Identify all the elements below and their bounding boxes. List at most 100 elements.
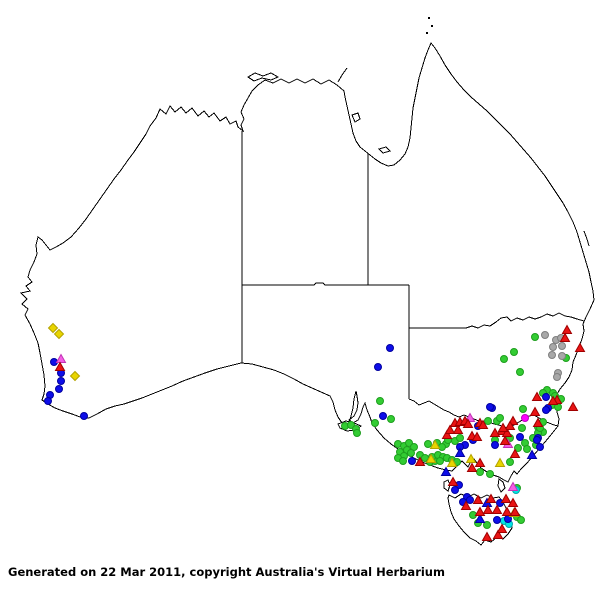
island-torres-strait-1 <box>426 32 428 34</box>
specimen-marker-blue-circle <box>80 412 88 420</box>
specimen-marker-green-circle <box>523 445 531 453</box>
specimen-marker-red-triangle <box>414 456 426 466</box>
specimen-marker-gray-circle <box>558 352 566 360</box>
specimen-marker-red-triangle <box>491 504 503 514</box>
specimen-marker-red-triangle <box>509 448 521 458</box>
specimen-marker-gray-circle <box>541 331 549 339</box>
specimen-marker-blue-circle <box>533 436 541 444</box>
specimen-marker-red-triangle <box>452 424 464 434</box>
specimen-marker-red-triangle <box>477 419 489 429</box>
specimen-marker-green-circle <box>399 457 407 465</box>
specimen-marker-blue-circle <box>408 457 416 465</box>
specimen-marker-blue-circle <box>486 403 494 411</box>
specimen-marker-pink-triangle <box>55 353 67 363</box>
specimen-marker-blue-circle <box>466 496 474 504</box>
island-flinders <box>497 478 506 493</box>
specimen-marker-yellow-triangle <box>494 457 506 467</box>
specimen-marker-red-triangle <box>54 361 66 371</box>
specimen-marker-red-triangle <box>462 418 474 428</box>
specimen-marker-green-circle <box>506 458 514 466</box>
specimen-marker-blue-circle <box>57 377 65 385</box>
specimen-marker-blue-circle <box>55 385 63 393</box>
specimen-marker-red-triangle <box>474 506 486 516</box>
specimen-marker-red-triangle <box>559 332 571 342</box>
specimen-marker-green-circle <box>376 397 384 405</box>
specimen-marker-pink-triangle <box>507 481 519 491</box>
specimen-marker-yellow-triangle <box>446 457 458 467</box>
specimen-marker-yellow-triangle <box>465 453 477 463</box>
specimen-marker-red-triangle <box>529 406 541 416</box>
specimen-marker-green-circle <box>424 440 432 448</box>
specimen-marker-blue-triangle <box>474 513 486 523</box>
specimen-marker-yellow-triangle <box>429 439 441 449</box>
specimen-marker-red-triangle <box>481 531 493 541</box>
specimen-marker-green-circle <box>407 449 415 457</box>
specimen-marker-blue-circle <box>542 393 550 401</box>
island-torres-strait-3 <box>428 17 430 19</box>
specimen-marker-green-circle <box>500 355 508 363</box>
specimen-marker-red-triangle <box>441 429 453 439</box>
specimen-marker-red-triangle <box>472 494 484 504</box>
specimen-marker-green-circle <box>518 424 526 432</box>
specimen-marker-red-triangle <box>531 391 543 401</box>
specimen-marker-red-triangle <box>501 427 513 437</box>
specimen-marker-red-triangle <box>501 506 513 516</box>
specimen-marker-red-triangle <box>485 493 497 503</box>
specimen-marker-green-circle <box>486 470 494 478</box>
border-qld-nsw <box>409 312 585 329</box>
island-fraser <box>583 230 590 247</box>
specimen-marker-blue-circle <box>516 433 524 441</box>
specimen-marker-red-triangle <box>500 493 512 503</box>
specimen-marker-yellow-diamond <box>69 370 81 382</box>
specimen-marker-gray-circle <box>558 342 566 350</box>
specimen-marker-red-triangle <box>574 342 586 352</box>
border-nt-sa <box>242 282 409 286</box>
specimen-marker-blue-triangle <box>454 447 466 457</box>
specimen-marker-red-triangle <box>509 506 521 516</box>
specimen-marker-red-triangle <box>471 431 483 441</box>
specimen-marker-blue-circle <box>386 344 394 352</box>
island-melville <box>247 72 280 82</box>
island-king <box>443 479 451 492</box>
specimen-marker-red-triangle <box>547 395 559 405</box>
specimen-marker-blue-circle <box>374 363 382 371</box>
specimen-marker-red-triangle <box>460 500 472 510</box>
specimen-marker-red-triangle <box>496 523 508 533</box>
specimen-marker-red-triangle <box>561 324 573 334</box>
island-groote <box>351 112 361 123</box>
specimen-marker-green-circle <box>496 414 504 422</box>
specimen-marker-yellow-diamond <box>47 322 59 334</box>
specimen-marker-blue-triangle <box>526 449 538 459</box>
specimen-marker-green-circle <box>519 405 527 413</box>
island-mornington <box>378 146 391 154</box>
specimen-marker-blue-circle <box>542 406 550 414</box>
specimen-marker-green-circle <box>476 468 484 476</box>
specimen-marker-green-circle <box>353 429 361 437</box>
specimen-marker-red-triangle <box>474 457 486 467</box>
specimen-marker-red-triangle <box>507 497 519 507</box>
specimen-marker-green-circle <box>436 457 444 465</box>
specimen-marker-gray-circle <box>548 351 556 359</box>
specimen-marker-blue-circle <box>536 443 544 451</box>
island-wessel <box>337 67 348 83</box>
specimen-marker-blue-circle <box>493 516 501 524</box>
island-torres-strait-2 <box>431 25 433 27</box>
specimen-marker-green-circle <box>531 333 539 341</box>
specimen-marker-gray-circle <box>553 373 561 381</box>
specimen-marker-red-triangle <box>466 462 478 472</box>
specimen-marker-red-triangle <box>482 504 494 514</box>
specimen-marker-blue-circle <box>379 412 387 420</box>
specimen-marker-red-triangle <box>499 435 511 445</box>
copyright-footer: Generated on 22 Mar 2011, copyright Aust… <box>8 565 445 579</box>
specimen-marker-yellow-diamond <box>53 328 65 340</box>
specimen-marker-magenta-circle <box>521 414 529 422</box>
specimen-marker-blue-triangle <box>440 466 452 476</box>
specimen-marker-yellow-triangle <box>425 453 437 463</box>
specimen-marker-green-circle <box>516 368 524 376</box>
specimen-marker-red-triangle <box>489 427 501 437</box>
specimen-marker-green-circle <box>387 415 395 423</box>
specimen-marker-red-triangle <box>567 401 579 411</box>
mainland-coastline <box>20 42 595 483</box>
specimen-marker-red-triangle <box>444 424 456 434</box>
